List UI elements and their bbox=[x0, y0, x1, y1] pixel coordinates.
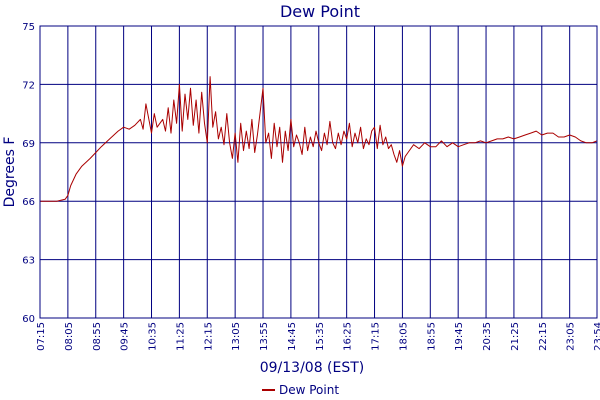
x-tick-label: 19:45 bbox=[454, 322, 465, 351]
x-tick-label: 13:05 bbox=[231, 322, 242, 351]
plot-frame bbox=[39, 25, 598, 319]
y-tick-label: 72 bbox=[22, 80, 35, 91]
x-tick-label: 18:55 bbox=[426, 322, 437, 351]
x-tick-label: 13:55 bbox=[259, 322, 270, 351]
x-tick-label: 23:05 bbox=[566, 322, 577, 351]
x-tick-label: 20:35 bbox=[482, 322, 493, 351]
x-tick-label: 12:15 bbox=[203, 322, 214, 351]
x-tick-label: 10:35 bbox=[148, 322, 159, 351]
y-tick-label: 69 bbox=[22, 139, 35, 150]
x-tick-label: 18:05 bbox=[398, 322, 409, 351]
legend: Dew Point bbox=[262, 383, 339, 397]
x-tick-label: 08:05 bbox=[64, 322, 75, 351]
y-tick-labels: 60 63 66 69 72 75 bbox=[22, 22, 35, 325]
x-tick-label: 17:15 bbox=[371, 322, 382, 351]
grid-lines bbox=[39, 25, 598, 319]
x-tick-label: 15:35 bbox=[315, 322, 326, 351]
x-tick-label: 21:25 bbox=[510, 322, 521, 351]
plot-area bbox=[40, 76, 598, 202]
y-tick-label: 66 bbox=[22, 197, 35, 208]
x-tick-label: 16:25 bbox=[343, 322, 354, 351]
legend-label: Dew Point bbox=[279, 383, 339, 397]
x-tick-label: 08:55 bbox=[92, 322, 103, 351]
y-tick-label: 63 bbox=[22, 256, 35, 267]
x-tick-label: 22:15 bbox=[538, 322, 549, 351]
y-axis-label: Degrees F bbox=[2, 137, 18, 208]
x-tick-label: 23:54 bbox=[593, 322, 600, 351]
x-tick-label: 07:15 bbox=[36, 322, 47, 351]
x-tick-label: 11:25 bbox=[175, 322, 186, 351]
y-tick-label: 75 bbox=[22, 22, 35, 33]
x-tick-labels: 07:15 08:05 08:55 09:45 10:35 11:25 12:15 13:05… bbox=[36, 322, 600, 351]
series-line-dew-point bbox=[40, 76, 598, 202]
x-tick-label: 09:45 bbox=[120, 322, 131, 351]
chart-title: Dew Point bbox=[280, 2, 360, 21]
x-tick-label: 14:45 bbox=[287, 322, 298, 351]
x-axis-label: 09/13/08 (EST) bbox=[260, 360, 365, 376]
y-tick-label: 60 bbox=[22, 314, 35, 325]
